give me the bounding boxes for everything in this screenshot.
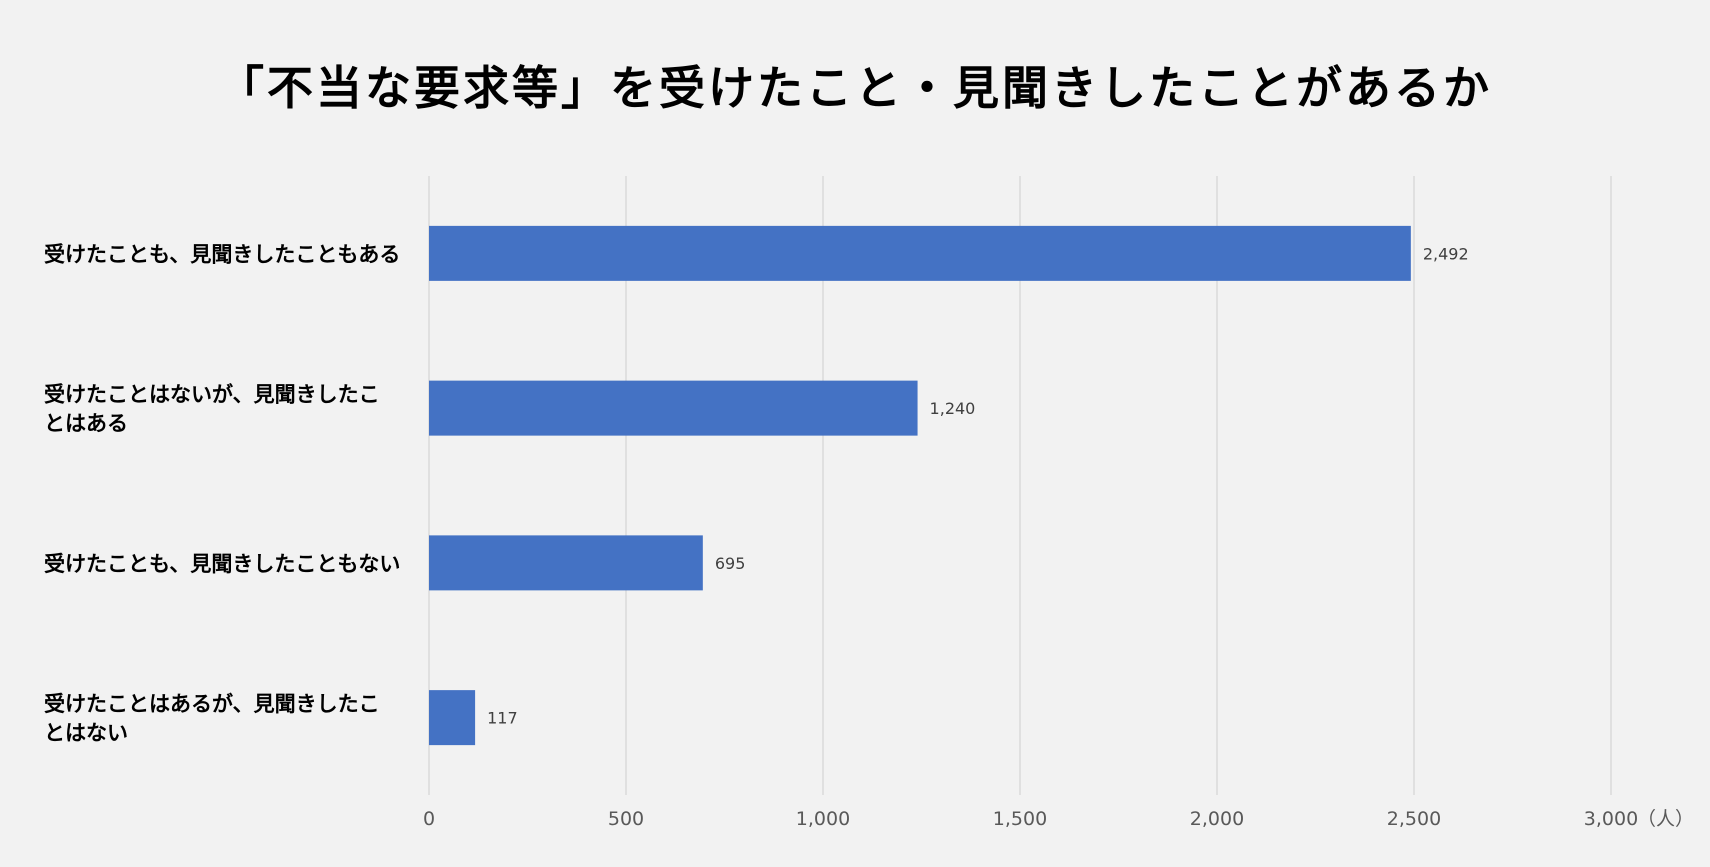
category-label-0-line-0: 受けたことも、見聞きしたこともある: [44, 242, 400, 266]
x-tick-label-4: 2,000: [1190, 808, 1244, 830]
x-tick-label-2: 1,000: [796, 808, 850, 830]
x-tick-label-5: 2,500: [1387, 808, 1441, 830]
data-label-3: 117: [487, 709, 518, 728]
x-tick-label-1: 500: [608, 808, 644, 830]
bar-3: [429, 690, 476, 746]
category-label-1-line-1: とはある: [44, 412, 128, 436]
category-label-2-line-0: 受けたことも、見聞きしたこともない: [44, 552, 400, 576]
data-label-0: 2,492: [1423, 244, 1469, 263]
x-tick-label-0: 0: [423, 808, 435, 830]
x-tick-label-6: 3,000: [1584, 808, 1638, 830]
x-tick-label-3: 1,500: [993, 808, 1047, 830]
bar-0: [429, 225, 1411, 281]
data-label-1: 1,240: [930, 399, 976, 418]
data-label-2: 695: [715, 554, 746, 573]
chart-title: 「不当な要求等」を受けたこと・見聞きしたことがあるか: [218, 61, 1492, 115]
x-unit-label: （人）: [1637, 808, 1694, 830]
category-label-1-line-0: 受けたことはないが、見聞きしたこ: [44, 383, 380, 407]
bar-2: [429, 535, 703, 591]
category-label-3-line-1: とはない: [44, 721, 128, 745]
category-label-3-line-0: 受けたことはあるが、見聞きしたこ: [44, 692, 380, 716]
bar-1: [429, 380, 918, 436]
